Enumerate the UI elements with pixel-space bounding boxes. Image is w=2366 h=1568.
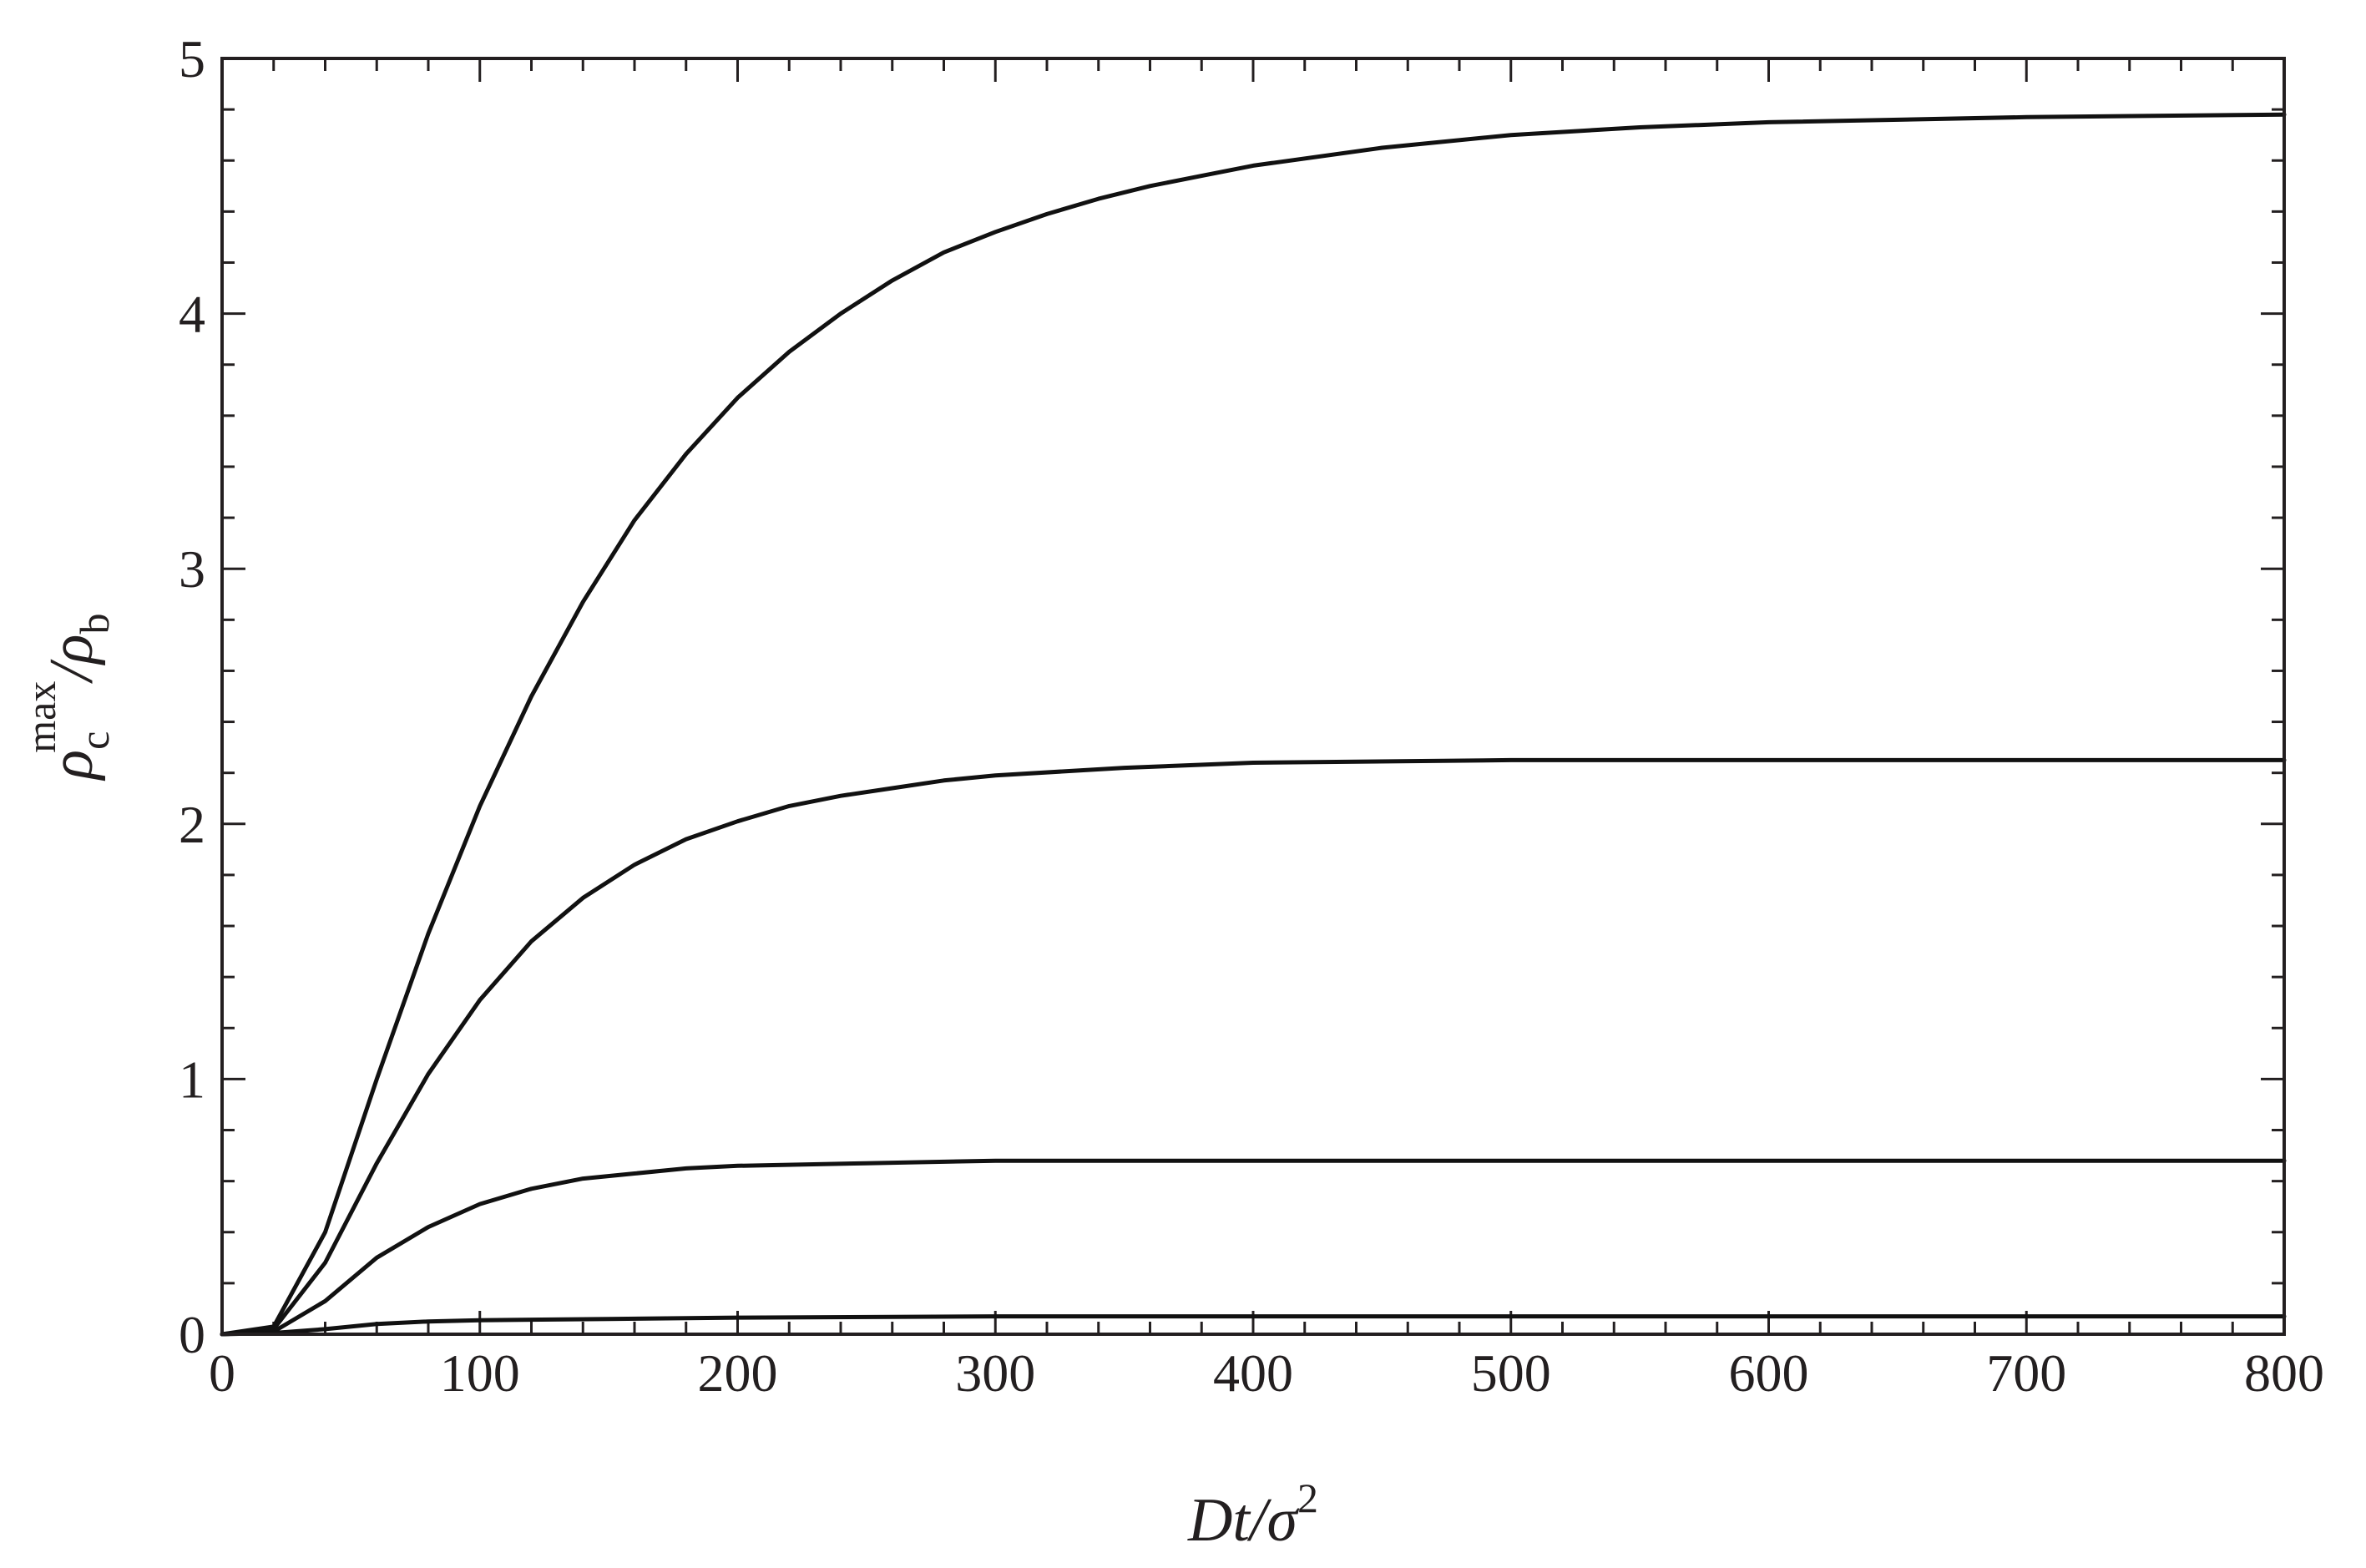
series-line-2 <box>220 757 2287 1337</box>
tick-labels: 0 100 200 300 400 500 600 700 800 0 1 2 3 4 5 <box>179 29 2324 1403</box>
series-line-1 <box>220 112 2287 1337</box>
y-tick-label: 5 <box>179 29 205 89</box>
x-tick-label: 800 <box>2244 1343 2324 1403</box>
series-line-3 <box>220 1158 2287 1337</box>
x-tick-label: 300 <box>955 1343 1035 1403</box>
series-lines <box>220 112 2287 1337</box>
x-tick-label: 100 <box>440 1343 520 1403</box>
y-tick-label: 0 <box>179 1305 205 1364</box>
x-axis-label: Dt/σ2 <box>1187 1474 1318 1555</box>
series-line-4 <box>220 1314 2287 1337</box>
x-tick-label: 500 <box>1471 1343 1551 1403</box>
y-tick-label: 1 <box>179 1050 205 1109</box>
plot-frame <box>220 57 2286 1336</box>
x-tick-label: 600 <box>1729 1343 1809 1403</box>
x-tick-label: 200 <box>698 1343 778 1403</box>
y-tick-label: 2 <box>179 795 205 854</box>
y-tick-label: 3 <box>179 539 205 599</box>
x-tick-label: 700 <box>1986 1343 2066 1403</box>
x-tick-label: 400 <box>1213 1343 1293 1403</box>
y-axis-label: ρcmax/ρb <box>18 614 118 781</box>
y-tick-label: 4 <box>179 285 205 344</box>
x-tick-label: 0 <box>209 1343 235 1403</box>
